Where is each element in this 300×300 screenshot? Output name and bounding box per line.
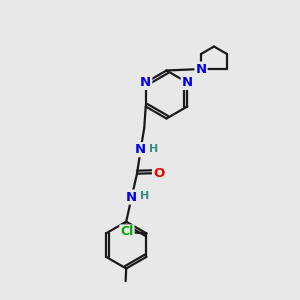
Text: H: H bbox=[140, 191, 149, 201]
Text: O: O bbox=[153, 167, 164, 180]
Text: Cl: Cl bbox=[120, 225, 134, 239]
Text: N: N bbox=[182, 76, 193, 89]
Text: N: N bbox=[195, 62, 207, 76]
Text: N: N bbox=[140, 76, 151, 89]
Text: N: N bbox=[126, 190, 137, 204]
Text: H: H bbox=[149, 144, 158, 154]
Text: N: N bbox=[135, 143, 146, 156]
